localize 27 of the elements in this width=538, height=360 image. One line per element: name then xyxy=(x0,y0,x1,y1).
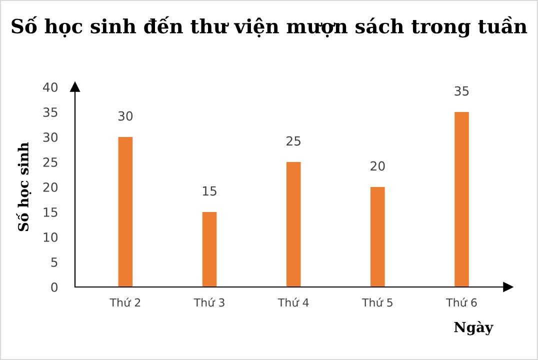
y-tick-label: 10 xyxy=(44,232,58,242)
y-axis-title: Số học sinh xyxy=(16,142,32,232)
bar xyxy=(370,187,385,287)
y-tick-label: 20 xyxy=(43,182,58,192)
data-label: 30 xyxy=(118,111,133,121)
y-tick-label: 30 xyxy=(43,132,58,142)
x-axis-title: Ngày xyxy=(454,321,494,336)
bar xyxy=(118,137,133,287)
y-tick-label: 40 xyxy=(43,82,58,92)
y-tick-label: 15 xyxy=(44,208,58,217)
y-tick-label: 5 xyxy=(51,258,58,267)
bar xyxy=(202,212,217,287)
y-tick-label: 35 xyxy=(43,107,58,117)
x-tick-label: Thứ 6 xyxy=(446,298,477,307)
bar xyxy=(454,112,469,287)
data-label: 20 xyxy=(370,161,385,171)
x-tick-label: Thứ 4 xyxy=(278,298,309,307)
x-tick-label: Thứ 5 xyxy=(362,298,392,307)
data-label: 25 xyxy=(286,136,300,146)
data-label: 15 xyxy=(202,186,216,196)
x-tick-label: Thứ 2 xyxy=(110,298,140,307)
y-tick-label: 0 xyxy=(51,282,58,292)
x-tick-label: Thứ 3 xyxy=(194,298,224,307)
y-tick-label: 25 xyxy=(43,157,58,167)
chart-title: Số học sinh đến thư viện mượn sách trong tuần xyxy=(12,16,528,38)
data-label: 35 xyxy=(454,86,469,96)
bar xyxy=(286,162,301,287)
